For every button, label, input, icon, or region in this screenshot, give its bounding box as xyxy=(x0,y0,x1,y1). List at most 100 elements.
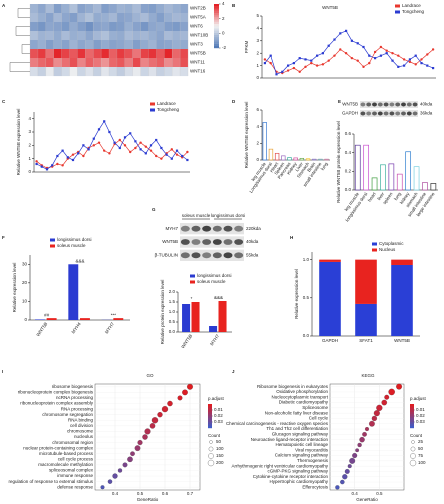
panel-letter: B xyxy=(232,3,236,8)
marker xyxy=(414,63,417,66)
colorbar-step xyxy=(410,404,414,407)
colorbar-step xyxy=(214,21,219,24)
heatmap-cell xyxy=(156,13,165,23)
y-tick-label: 6 xyxy=(256,107,259,112)
bar xyxy=(68,264,79,320)
dot xyxy=(177,395,183,401)
marker xyxy=(304,65,307,69)
marker xyxy=(56,154,59,158)
colorbar-step xyxy=(208,404,212,407)
y-axis-title: Relative WNT5B expression level xyxy=(244,102,249,169)
heatmap-cell xyxy=(148,22,157,32)
marker xyxy=(134,146,137,150)
colorbar-label: 0.01 xyxy=(214,407,223,412)
marker xyxy=(56,162,59,166)
marker xyxy=(414,54,417,57)
marker xyxy=(304,58,307,61)
bar xyxy=(274,152,280,161)
dot xyxy=(362,432,367,437)
dot xyxy=(107,479,113,484)
x-tick-label: WNT5B xyxy=(180,333,193,349)
marker xyxy=(333,38,336,41)
y-tick-label: 4 xyxy=(256,124,259,129)
dot xyxy=(357,442,362,448)
heatmap-cell xyxy=(116,4,125,14)
marker xyxy=(356,59,359,62)
heatmap-cell xyxy=(109,67,117,77)
panel-letter: G xyxy=(152,207,156,212)
heatmap-cell xyxy=(69,22,78,32)
heatmap-cell xyxy=(180,31,189,41)
marker xyxy=(397,65,400,68)
size-key xyxy=(208,446,214,452)
heatmap-cell xyxy=(140,31,149,41)
heatmap-cell xyxy=(37,13,46,23)
heatmap-cell xyxy=(124,40,133,50)
bar xyxy=(287,157,292,161)
size-key xyxy=(209,440,213,444)
heatmap-cell xyxy=(37,4,46,14)
marker xyxy=(408,58,411,61)
blot-band xyxy=(234,225,244,232)
term-label: Cytokine-cytokine receptor interaction xyxy=(253,474,329,479)
heatmap-cell xyxy=(164,31,173,41)
blot-band xyxy=(360,102,366,107)
blot-band xyxy=(180,252,190,259)
bar xyxy=(388,163,395,191)
size-key xyxy=(411,440,415,444)
legend-swatch xyxy=(150,102,155,106)
panel-letter: H xyxy=(290,235,293,240)
blot-band xyxy=(395,111,401,116)
dot xyxy=(355,448,360,453)
marker xyxy=(379,45,383,49)
heatmap-cell xyxy=(124,22,133,32)
colorbar-step xyxy=(410,426,414,429)
panel-letter: J xyxy=(232,369,235,374)
heatmap-cell xyxy=(172,31,181,41)
size-key xyxy=(208,453,214,459)
colorbar-step xyxy=(410,424,414,427)
bar xyxy=(318,158,323,161)
marker xyxy=(186,158,189,162)
heatmap-cell xyxy=(93,40,102,50)
bar xyxy=(363,144,370,191)
term-label: Diabetic cardiomyopathy xyxy=(279,400,329,405)
bar xyxy=(396,173,403,191)
marker xyxy=(333,54,336,57)
legend-title: p.adjust xyxy=(410,396,427,401)
dot xyxy=(359,436,365,443)
heatmap-cell xyxy=(180,22,189,32)
dot xyxy=(149,423,156,429)
heatmap-cell xyxy=(61,31,70,41)
blot-band xyxy=(223,239,233,245)
heatmap-cell xyxy=(69,13,78,23)
marker xyxy=(402,58,406,61)
heatmap-cell xyxy=(140,40,149,50)
x-tick-label: 0.5 xyxy=(376,491,383,496)
size-key-label: 200 xyxy=(216,460,224,465)
blot-band xyxy=(223,225,233,232)
colorbar-step xyxy=(208,416,212,419)
heatmap-cell xyxy=(148,40,157,50)
colorbar-step xyxy=(214,17,219,20)
y-tick-label: 0 xyxy=(256,157,259,162)
heatmap-cell xyxy=(172,49,181,59)
marker xyxy=(327,44,330,47)
heatmap-cell xyxy=(180,4,189,14)
colorbar-step xyxy=(214,39,219,42)
y-tick-label: 1.0 xyxy=(303,257,310,262)
heatmap-cell xyxy=(124,49,133,59)
dot xyxy=(335,485,340,490)
marker xyxy=(144,145,147,148)
heatmap-cell xyxy=(45,58,54,68)
blot-row-label: MYH7 xyxy=(165,226,178,231)
marker xyxy=(103,120,106,123)
y-tick-label: 4 xyxy=(28,116,31,121)
blot-band xyxy=(212,252,222,259)
heatmap-cell xyxy=(93,31,102,41)
heatmap-cell xyxy=(101,13,110,23)
heatmap-cell xyxy=(140,13,149,23)
marker xyxy=(310,61,313,65)
x-tick-label: liver xyxy=(376,191,385,201)
